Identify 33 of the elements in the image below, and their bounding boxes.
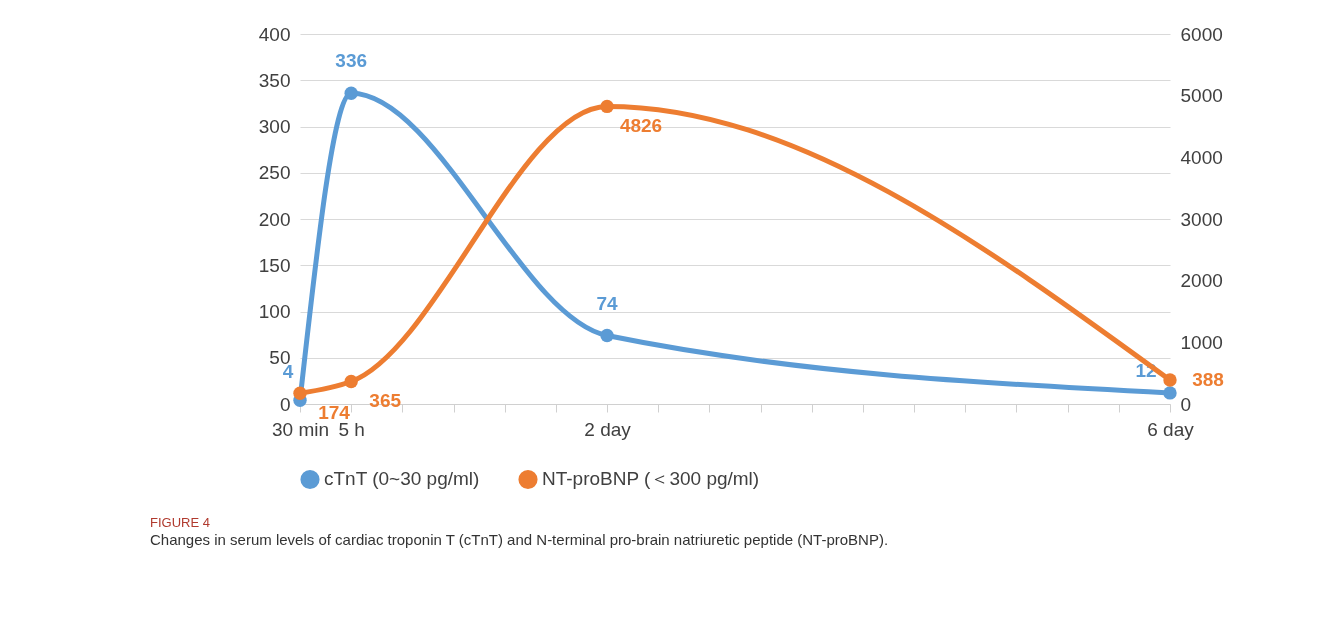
y2-tick-label: 5000	[1180, 85, 1223, 107]
y-tick-label: 250	[258, 162, 291, 184]
x-tick-label: 6 day	[1147, 418, 1195, 440]
point	[293, 386, 307, 400]
y2-tick-label: 0	[1180, 393, 1192, 415]
point	[600, 328, 614, 343]
x-tick-label: 2 day	[584, 418, 632, 440]
point	[1163, 386, 1177, 400]
point	[344, 86, 358, 100]
data-label: 365	[369, 390, 402, 412]
point	[600, 99, 614, 114]
text: Changes in serum levels of cardiac troponin T (cTnT) and N-terminal pro-brain natriuretic peptide (NT-proBNP).	[150, 531, 889, 548]
data-label: 74	[596, 292, 619, 314]
y2-tick-label: 1000	[1180, 331, 1223, 353]
y2-tick-label: 3000	[1180, 208, 1223, 230]
y-tick-label: 200	[258, 208, 291, 230]
y-tick-label: 0	[279, 393, 291, 415]
y2-tick-label: 2000	[1180, 270, 1223, 292]
y-tick-label: 100	[258, 301, 291, 322]
text: FIGURE 4	[150, 515, 210, 530]
data-label: 336	[335, 50, 368, 72]
legend-label: cTnT (0~30 pg/ml)	[324, 468, 480, 490]
point	[344, 374, 358, 389]
y-tick-label: 350	[258, 69, 291, 91]
y-tick-label: 400	[258, 23, 291, 45]
y2-tick-label: 4000	[1180, 146, 1223, 168]
y-tick-label: 150	[258, 254, 291, 276]
point	[1163, 373, 1177, 387]
data-label: 4826	[619, 115, 663, 137]
data-label: 388	[1192, 369, 1224, 391]
y-tick-label: 300	[258, 116, 291, 137]
legend-label: NT-proBNP (＜300 pg/ml)	[542, 468, 760, 490]
y2-tick-label: 6000	[1180, 23, 1223, 45]
